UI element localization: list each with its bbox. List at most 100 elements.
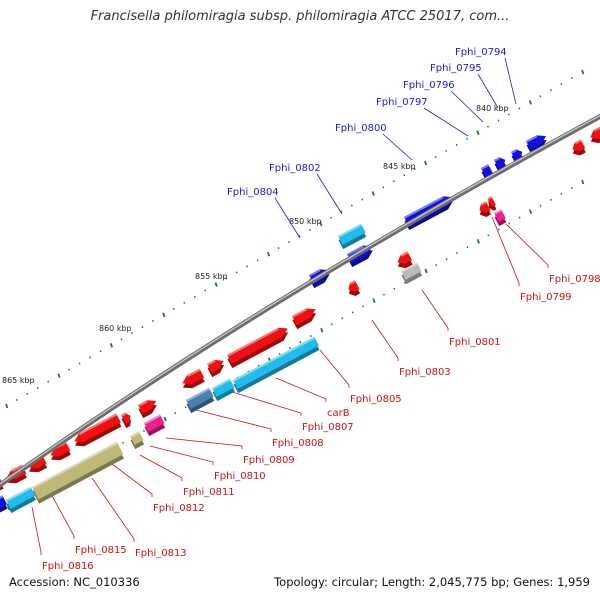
gene-labels: Fphi_0794 Fphi_0795 Fphi_0796 Fphi_0797 Fphi… [42, 47, 600, 572]
gene-label[interactable]: Fphi_0797 [376, 97, 428, 108]
tick-mark [350, 204, 353, 207]
gene-label[interactable]: Fphi_0794 [455, 47, 507, 58]
tick-mark [434, 155, 437, 159]
tick-mark [476, 130, 480, 136]
gene-label[interactable]: carB [327, 408, 350, 419]
gene-label[interactable]: Fphi_0802 [269, 163, 321, 174]
tick-mark [403, 174, 406, 177]
gene-feature[interactable] [345, 280, 362, 298]
gene-label[interactable]: Fphi_0815 [75, 545, 127, 556]
gene-feature[interactable] [337, 223, 368, 250]
tick-mark [131, 332, 133, 335]
tick-mark [309, 335, 312, 338]
gene-feature[interactable] [71, 413, 123, 451]
gene-feature[interactable] [394, 251, 414, 271]
axis-tick-label: 845 kbp [383, 162, 416, 171]
gene-feature[interactable] [226, 324, 292, 369]
gene-feature[interactable] [137, 397, 161, 419]
gene-feature[interactable] [232, 336, 321, 394]
gene-feature[interactable] [400, 262, 424, 285]
tick-mark [288, 241, 290, 244]
tick-mark [36, 386, 39, 389]
tick-mark [299, 341, 302, 344]
tick-mark [466, 137, 469, 140]
gene-feature[interactable] [0, 495, 9, 516]
tick-mark [78, 362, 81, 365]
tick-mark [225, 277, 228, 280]
gene-label[interactable]: Fphi_0809 [243, 455, 295, 466]
tick-mark [424, 268, 428, 274]
tick-mark [528, 209, 533, 214]
gene-features[interactable] [0, 126, 600, 516]
axis-tick-label: 855 kbp [195, 272, 228, 281]
gene-feature[interactable] [569, 139, 587, 158]
tick-mark [183, 301, 186, 304]
tick-mark [476, 238, 480, 244]
gene-feature[interactable] [185, 387, 216, 414]
tick-mark [278, 352, 281, 355]
tick-mark [320, 327, 324, 333]
tick-mark [266, 251, 271, 257]
tick-mark [99, 350, 102, 353]
tick-mark [204, 289, 207, 292]
gene-feature[interactable] [31, 441, 126, 504]
gene-label[interactable]: Fphi_0807 [302, 422, 354, 433]
tick-mark [560, 83, 563, 86]
tick-mark [277, 247, 280, 250]
gene-feature[interactable] [5, 486, 38, 514]
gene-label[interactable]: Fphi_0805 [350, 394, 402, 405]
gene-feature[interactable] [485, 196, 498, 212]
tick-mark [549, 89, 552, 92]
gene-label[interactable]: Fphi_0816 [42, 561, 94, 572]
tick-mark [550, 198, 552, 201]
tick-mark [174, 412, 177, 415]
gene-feature[interactable] [211, 378, 237, 402]
tick-mark [89, 356, 92, 359]
tick-mark [309, 228, 311, 231]
tick-mark [68, 368, 71, 371]
gene-feature[interactable] [291, 305, 320, 330]
tick-mark [26, 392, 29, 395]
gene-label[interactable]: Fphi_0796 [403, 80, 455, 91]
tick-mark [424, 160, 428, 166]
gene-label[interactable]: Fphi_0813 [135, 548, 187, 559]
gene-label[interactable]: Fphi_0812 [153, 503, 205, 514]
gene-feature[interactable] [493, 209, 508, 227]
tick-mark [329, 216, 332, 219]
gene-feature[interactable] [493, 155, 510, 174]
gene-label[interactable]: Fphi_0803 [399, 367, 451, 378]
tick-mark [256, 259, 259, 262]
tick-mark [289, 346, 292, 349]
tick-mark [497, 228, 500, 231]
gene-feature[interactable] [206, 356, 228, 378]
tick-mark [518, 107, 521, 110]
gene-feature[interactable] [179, 368, 206, 392]
gene-label[interactable]: Fphi_0804 [227, 187, 279, 198]
tick-mark [403, 281, 406, 284]
gene-feature[interactable] [476, 201, 493, 219]
gene-feature[interactable] [129, 431, 146, 450]
gene-label[interactable]: Fphi_0801 [449, 337, 501, 348]
gene-label[interactable]: Fphi_0810 [214, 471, 266, 482]
axis-tick-labels: 840 kbp 845 kbp 850 kbp 855 kbp 860 kbp 865 k… [2, 104, 509, 385]
gene-label[interactable]: Fphi_0799 [520, 292, 572, 303]
gene-label[interactable]: Fphi_0808 [272, 438, 324, 449]
tick-mark [497, 119, 500, 122]
gene-label[interactable]: Fphi_0795 [430, 63, 482, 74]
gene-feature[interactable] [120, 411, 135, 429]
tick-mark [141, 326, 144, 329]
gene-feature[interactable] [587, 126, 600, 146]
tick-mark [162, 312, 166, 318]
gene-label[interactable]: Fphi_0800 [335, 123, 387, 134]
gene-feature[interactable] [143, 414, 167, 437]
tick-mark [15, 398, 18, 401]
tick-mark [246, 265, 249, 268]
tick-mark [57, 373, 61, 378]
genome-summary-text: Topology: circular; Length: 2,045,775 bp… [274, 575, 590, 589]
gene-label[interactable]: Fphi_0798 [549, 274, 600, 285]
tick-mark [570, 77, 573, 80]
gene-feature[interactable] [525, 132, 551, 155]
tick-mark [528, 100, 532, 105]
gene-label[interactable]: Fphi_0811 [183, 487, 235, 498]
